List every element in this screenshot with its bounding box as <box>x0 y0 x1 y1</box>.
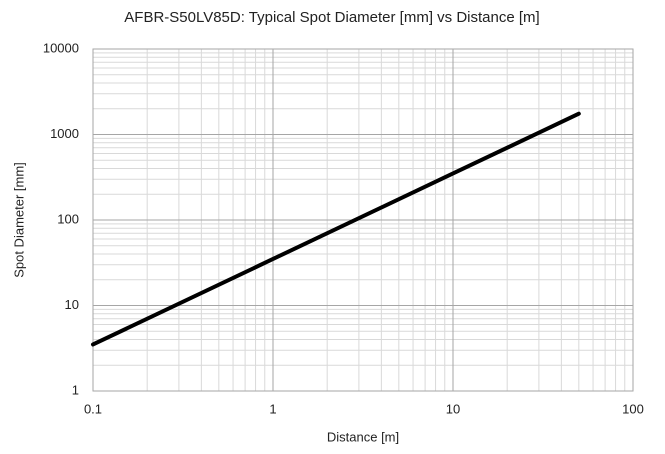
x-tick-label: 0.1 <box>84 401 102 416</box>
x-axis-label: Distance [m] <box>327 429 399 444</box>
y-tick-label: 1000 <box>50 126 79 141</box>
chart-title: AFBR-S50LV85D: Typical Spot Diameter [mm… <box>124 9 539 26</box>
y-tick-label: 100 <box>57 211 79 226</box>
y-tick-label: 10 <box>65 297 79 312</box>
data-line <box>91 111 581 347</box>
plot-frame <box>92 48 634 392</box>
x-tick-label: 1 <box>269 401 276 416</box>
y-tick-label: 1 <box>72 382 79 397</box>
x-tick-label: 100 <box>622 401 644 416</box>
y-tick-label: 10000 <box>43 40 79 55</box>
x-tick-label: 10 <box>446 401 460 416</box>
y-axis-label: Spot Diameter [mm] <box>11 162 26 278</box>
